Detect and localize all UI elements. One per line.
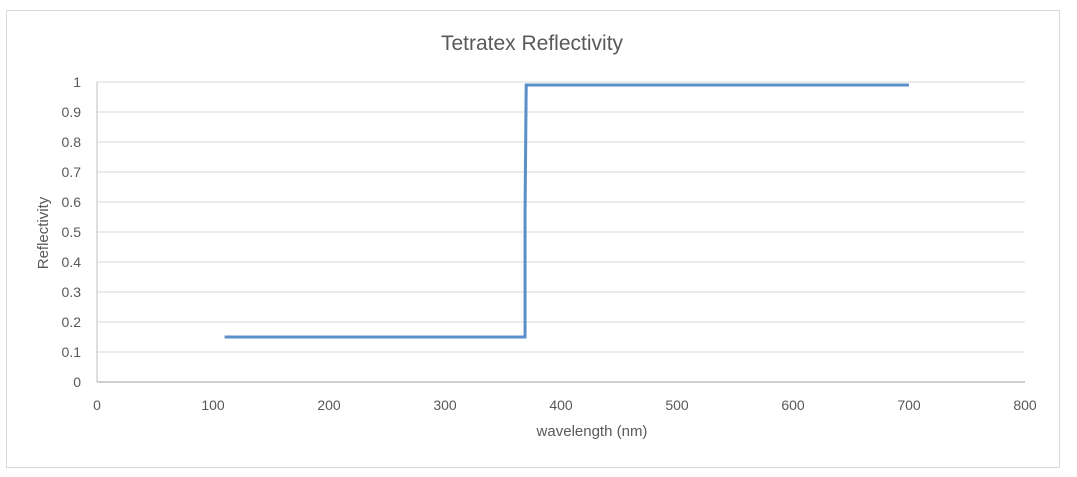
y-tick-label-7: 0.7 xyxy=(62,164,82,180)
x-tick-label-8: 800 xyxy=(1013,397,1037,413)
y-axis-label: Reflectivity xyxy=(35,196,52,269)
series-lines xyxy=(224,83,909,339)
chart-title: Tetratex Reflectivity xyxy=(441,32,624,55)
y-tick-label-8: 0.8 xyxy=(62,134,82,150)
x-tick-label-4: 400 xyxy=(549,397,573,413)
x-tick-label-6: 600 xyxy=(781,397,805,413)
y-tick-label-0: 0 xyxy=(73,374,81,390)
y-tick-label-4: 0.4 xyxy=(62,254,82,270)
x-tick-label-1: 100 xyxy=(201,397,225,413)
x-tick-label-2: 200 xyxy=(317,397,341,413)
axes xyxy=(96,82,1025,383)
y-tick-label-6: 0.6 xyxy=(62,194,82,210)
x-tick-labels: 0 100 200 300 400 500 600 700 800 xyxy=(93,397,1037,413)
x-tick-label-5: 500 xyxy=(665,397,689,413)
x-tick-label-7: 700 xyxy=(897,397,921,413)
gridlines xyxy=(97,81,1025,353)
y-tick-label-5: 0.5 xyxy=(62,224,82,240)
y-tick-label-9: 0.9 xyxy=(62,104,82,120)
y-tick-label-10: 1 xyxy=(73,74,81,90)
y-tick-label-1: 0.1 xyxy=(62,344,82,360)
x-tick-label-0: 0 xyxy=(93,397,101,413)
series-line-0 xyxy=(224,83,909,339)
x-tick-label-3: 300 xyxy=(433,397,457,413)
x-axis-label: wavelength (nm) xyxy=(536,423,648,440)
y-tick-labels: 0 0.1 0.2 0.3 0.4 0.5 0.6 0.7 0.8 0.9 1 xyxy=(62,74,82,390)
y-tick-label-2: 0.2 xyxy=(62,314,82,330)
y-tick-label-3: 0.3 xyxy=(62,284,82,300)
